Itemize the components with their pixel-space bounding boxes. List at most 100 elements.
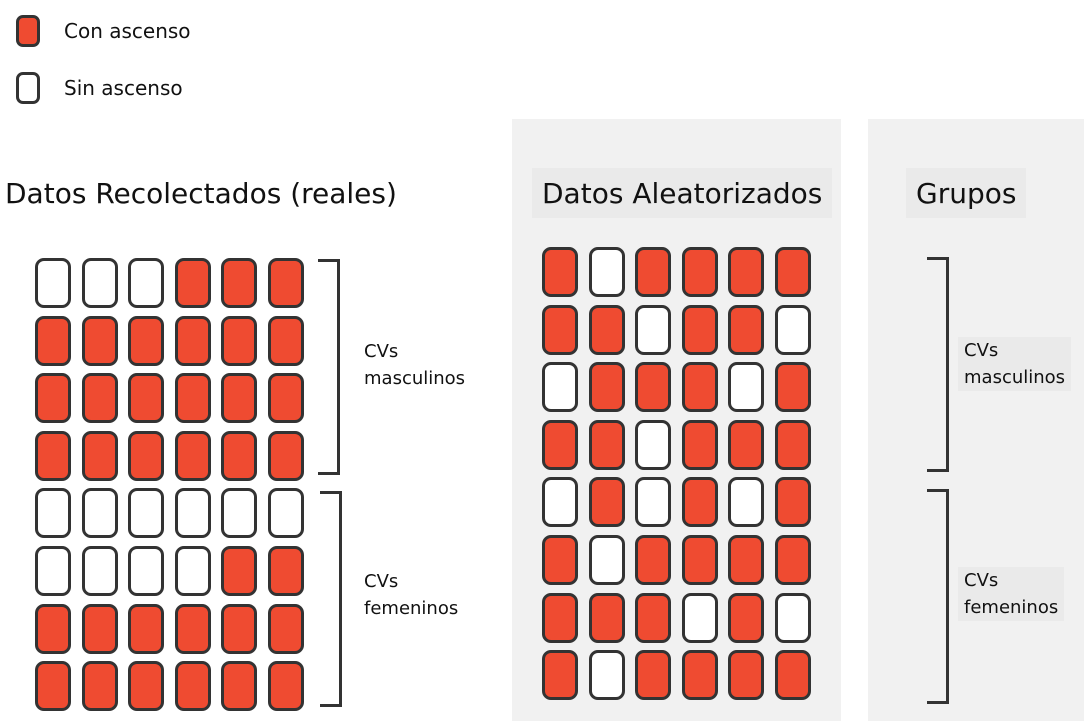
collected-cell-r7-c2 bbox=[82, 604, 118, 654]
collected-cell-r7-c3 bbox=[128, 604, 164, 654]
collected-cell-r2-c2 bbox=[82, 316, 118, 366]
collected-cell-r3-c2 bbox=[82, 373, 118, 423]
randomized-cell-r2-c6 bbox=[775, 305, 811, 355]
collected-cell-r4-c1 bbox=[35, 431, 71, 481]
collected-cell-r2-c3 bbox=[128, 316, 164, 366]
collected-cell-r5-c3 bbox=[128, 488, 164, 538]
collected-cell-r7-c6 bbox=[268, 604, 304, 654]
randomized-cell-r8-c1 bbox=[542, 650, 578, 700]
collected-cell-r1-c1 bbox=[35, 258, 71, 308]
collected-cell-r5-c5 bbox=[221, 488, 257, 538]
randomized-cell-r3-c5 bbox=[728, 362, 764, 412]
randomized-cell-r1-c4 bbox=[682, 247, 718, 297]
randomized-cell-r7-c4 bbox=[682, 593, 718, 643]
legend-label-sin-ascenso: Sin ascenso bbox=[64, 76, 183, 100]
groups-female-label-line1: CVs bbox=[964, 570, 999, 591]
collected-cell-r6-c2 bbox=[82, 546, 118, 596]
collected-female-label-line1: CVs bbox=[364, 571, 399, 592]
randomized-cell-r6-c2 bbox=[589, 535, 625, 585]
collected-cell-r1-c6 bbox=[268, 258, 304, 308]
collected-cell-r6-c3 bbox=[128, 546, 164, 596]
randomized-cell-r7-c1 bbox=[542, 593, 578, 643]
randomized-cell-r1-c1 bbox=[542, 247, 578, 297]
collected-cell-r6-c1 bbox=[35, 546, 71, 596]
collected-cell-r1-c4 bbox=[175, 258, 211, 308]
collected-cell-r8-c5 bbox=[221, 661, 257, 711]
randomized-cell-r8-c4 bbox=[682, 650, 718, 700]
groups-female-label-line2: femeninos bbox=[964, 597, 1059, 618]
collected-title-box: Datos Recolectados (reales) bbox=[5, 168, 397, 218]
collected-male-label: CVs masculinos bbox=[364, 338, 465, 392]
groups-male-bracket bbox=[927, 257, 949, 472]
randomized-cell-r1-c5 bbox=[728, 247, 764, 297]
collected-cell-r1-c5 bbox=[221, 258, 257, 308]
legend-sin-ascenso: Sin ascenso bbox=[16, 72, 183, 104]
randomized-cell-r8-c3 bbox=[635, 650, 671, 700]
randomized-cell-r6-c4 bbox=[682, 535, 718, 585]
collected-cell-r5-c4 bbox=[175, 488, 211, 538]
collected-title: Datos Recolectados (reales) bbox=[5, 176, 397, 210]
randomized-cell-r2-c5 bbox=[728, 305, 764, 355]
collected-cell-r4-c6 bbox=[268, 431, 304, 481]
collected-male-bracket bbox=[318, 259, 340, 475]
randomized-cell-r1-c3 bbox=[635, 247, 671, 297]
collected-cell-r2-c6 bbox=[268, 316, 304, 366]
randomized-cell-r8-c6 bbox=[775, 650, 811, 700]
collected-cell-r8-c6 bbox=[268, 661, 304, 711]
randomized-cell-r5-c1 bbox=[542, 477, 578, 527]
legend-label-con-ascenso: Con ascenso bbox=[64, 19, 191, 43]
collected-cell-r6-c5 bbox=[221, 546, 257, 596]
collected-cell-r1-c2 bbox=[82, 258, 118, 308]
randomized-cell-r7-c2 bbox=[589, 593, 625, 643]
randomized-cell-r4-c1 bbox=[542, 420, 578, 470]
randomized-cell-r7-c5 bbox=[728, 593, 764, 643]
collected-male-label-line1: CVs bbox=[364, 341, 399, 362]
randomized-cell-r3-c3 bbox=[635, 362, 671, 412]
randomized-cell-r6-c6 bbox=[775, 535, 811, 585]
randomized-cell-r5-c6 bbox=[775, 477, 811, 527]
collected-female-label: CVs femeninos bbox=[364, 568, 458, 622]
randomized-cell-r3-c2 bbox=[589, 362, 625, 412]
collected-cell-r3-c1 bbox=[35, 373, 71, 423]
groups-male-label-line2: masculinos bbox=[964, 367, 1066, 388]
randomized-cell-r2-c2 bbox=[589, 305, 625, 355]
collected-female-bracket bbox=[320, 491, 342, 707]
randomized-cell-r7-c3 bbox=[635, 593, 671, 643]
randomized-cell-r1-c2 bbox=[589, 247, 625, 297]
randomized-cell-r4-c2 bbox=[589, 420, 625, 470]
groups-title: Grupos bbox=[916, 176, 1017, 210]
collected-cell-r8-c3 bbox=[128, 661, 164, 711]
randomized-title: Datos Aleatorizados bbox=[542, 176, 823, 210]
collected-cell-r8-c4 bbox=[175, 661, 211, 711]
randomized-title-box: Datos Aleatorizados bbox=[532, 168, 833, 218]
legend-swatch-con-ascenso bbox=[16, 15, 40, 47]
randomized-cell-r6-c1 bbox=[542, 535, 578, 585]
collected-cell-r8-c2 bbox=[82, 661, 118, 711]
legend-swatch-sin-ascenso bbox=[16, 72, 40, 104]
randomized-cell-r3-c1 bbox=[542, 362, 578, 412]
collected-cell-r2-c4 bbox=[175, 316, 211, 366]
randomized-cell-r8-c2 bbox=[589, 650, 625, 700]
randomized-cell-r3-c4 bbox=[682, 362, 718, 412]
randomized-cell-r4-c3 bbox=[635, 420, 671, 470]
collected-cell-r7-c1 bbox=[35, 604, 71, 654]
collected-cell-r4-c2 bbox=[82, 431, 118, 481]
collected-cell-r6-c4 bbox=[175, 546, 211, 596]
randomized-cell-r4-c4 bbox=[682, 420, 718, 470]
collected-cell-r5-c6 bbox=[268, 488, 304, 538]
groups-female-bracket bbox=[927, 489, 949, 704]
randomized-cell-r5-c4 bbox=[682, 477, 718, 527]
randomized-cell-r6-c5 bbox=[728, 535, 764, 585]
randomized-cell-r5-c3 bbox=[635, 477, 671, 527]
randomized-cell-r8-c5 bbox=[728, 650, 764, 700]
collected-cell-r3-c5 bbox=[221, 373, 257, 423]
randomized-cell-r4-c6 bbox=[775, 420, 811, 470]
randomized-cell-r4-c5 bbox=[728, 420, 764, 470]
collected-cell-r4-c5 bbox=[221, 431, 257, 481]
collected-cell-r2-c5 bbox=[221, 316, 257, 366]
collected-cell-r6-c6 bbox=[268, 546, 304, 596]
randomized-cell-r3-c6 bbox=[775, 362, 811, 412]
groups-male-label-line1: CVs bbox=[964, 340, 999, 361]
randomized-cell-r2-c1 bbox=[542, 305, 578, 355]
randomized-cell-r7-c6 bbox=[775, 593, 811, 643]
